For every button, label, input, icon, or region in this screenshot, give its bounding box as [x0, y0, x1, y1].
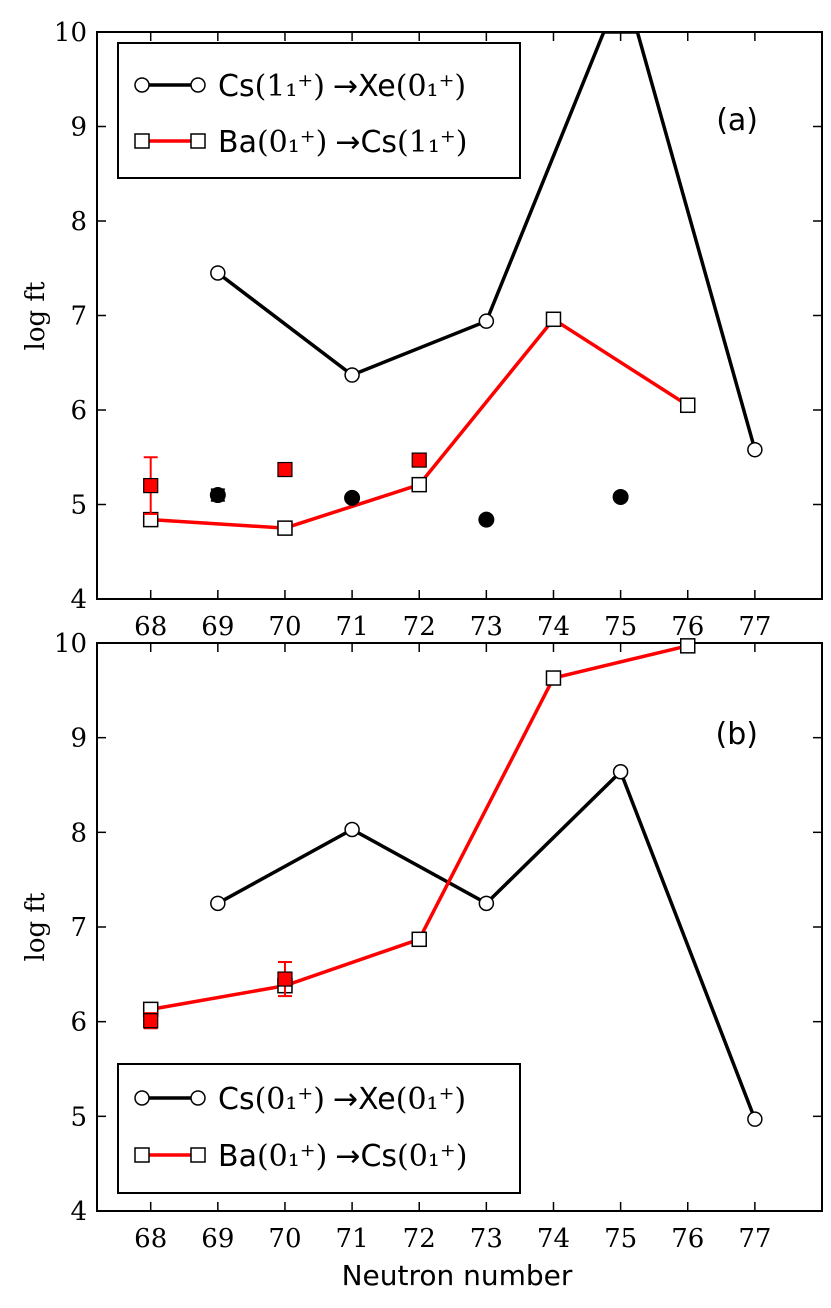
legend-marker-0b [190, 77, 206, 93]
x-tick-label: 70 [268, 1224, 301, 1254]
y-tick-label: 4 [70, 1197, 87, 1227]
data-point [747, 1111, 763, 1127]
x-axis-title: Neutron number [342, 1259, 573, 1292]
x-tick-label: 72 [403, 1224, 436, 1254]
x-tick-label: 70 [268, 612, 301, 642]
data-point [747, 441, 763, 458]
experimental-point [478, 511, 495, 528]
legend-marker-1a [134, 133, 150, 149]
x-tick-label: 68 [134, 1224, 167, 1254]
y-tick-label: 9 [70, 724, 87, 754]
data-point [210, 895, 226, 912]
data-point [545, 311, 562, 328]
data-point [679, 397, 696, 414]
legend-marker-1b [190, 1147, 206, 1163]
x-tick-label: 71 [336, 612, 369, 642]
x-tick-label: 75 [604, 1224, 637, 1254]
y-tick-label: 9 [70, 113, 87, 143]
panel-a-ylabel: log ft [21, 281, 51, 351]
panel-a-label: (a) [716, 103, 758, 138]
experimental-point [411, 452, 427, 468]
data-point [411, 476, 427, 493]
y-tick-label: 8 [70, 207, 87, 237]
x-tick-label: 74 [537, 612, 570, 642]
legend-marker-0a [134, 1090, 150, 1106]
x-tick-label: 68 [134, 612, 167, 642]
data-point [478, 313, 495, 329]
legend-text-1: Ba(0₁⁺) →Cs(0₁⁺) [218, 1139, 467, 1174]
panel-b-ylabel: log ft [21, 892, 51, 962]
y-tick-label: 7 [70, 913, 87, 943]
data-point [344, 821, 360, 838]
y-tick-label: 5 [70, 1102, 87, 1132]
x-tick-label: 74 [537, 1224, 570, 1254]
panel-b-marks [142, 638, 763, 1127]
legend-text-0: Cs(1₁⁺) →Xe(0₁⁺) [218, 69, 466, 104]
x-tick-label: 69 [201, 612, 234, 642]
y-tick-label: 7 [70, 302, 87, 332]
panel-a-legend: Cs(1₁⁺) →Xe(0₁⁺) Ba(0₁⁺) →Cs(1₁⁺) [117, 42, 521, 179]
y-tick-label: 10 [54, 18, 87, 48]
panel-b-label: (b) [716, 717, 758, 752]
x-tick-label: 77 [738, 1224, 771, 1254]
experimental-point [277, 461, 293, 478]
panel-a-ticks: 68 69 70 71 72 73 74 75 76 77 4 5 6 7 8 9 10 [54, 18, 822, 642]
panel-b-ticks: 68 69 70 71 72 73 74 75 76 77 4 5 6 7 8 9 10 [54, 629, 822, 1254]
legend-marker-0a [134, 77, 150, 93]
data-point [478, 895, 495, 912]
legend-text-0: Cs(0₁⁺) →Xe(0₁⁺) [218, 1082, 466, 1117]
panel-b-legend: Cs(0₁⁺) →Xe(0₁⁺) Ba(0₁⁺) →Cs(0₁⁺) [117, 1063, 521, 1194]
data-point [545, 670, 562, 686]
x-tick-label: 77 [738, 612, 771, 642]
x-tick-label: 69 [201, 1224, 234, 1254]
y-tick-label: 4 [70, 585, 87, 615]
x-tick-label: 75 [604, 612, 637, 642]
legend-marker-1a [134, 1147, 150, 1163]
experimental-point [612, 488, 629, 505]
data-point [612, 763, 629, 780]
x-tick-label: 76 [671, 1224, 704, 1254]
legend-marker-0b [190, 1090, 206, 1106]
legend-marker-1b [190, 133, 206, 149]
y-tick-label: 5 [70, 491, 87, 521]
y-tick-label: 6 [70, 396, 87, 426]
panel-a-marks [142, 265, 763, 536]
legend-box [117, 42, 521, 179]
experimental-point [209, 487, 226, 504]
x-tick-label: 73 [470, 612, 503, 642]
y-tick-label: 10 [54, 629, 87, 659]
legend-text-1: Ba(0₁⁺) →Cs(1₁⁺) [218, 125, 467, 160]
data-point [277, 520, 293, 536]
series-line-0 [216, 32, 757, 451]
data-point [344, 367, 360, 383]
y-tick-label: 8 [70, 818, 87, 848]
x-tick-label: 72 [403, 612, 436, 642]
data-point [411, 931, 427, 948]
data-point [679, 638, 696, 654]
x-tick-label: 71 [336, 1224, 369, 1254]
experimental-point [143, 478, 159, 494]
legend-box [117, 1063, 521, 1194]
data-point [210, 265, 226, 281]
x-tick-label: 73 [470, 1224, 503, 1254]
experimental-point [277, 971, 293, 987]
x-tick-label: 76 [671, 612, 704, 642]
experimental-point [143, 1013, 159, 1029]
experimental-point [344, 489, 361, 506]
y-tick-label: 6 [70, 1008, 87, 1038]
